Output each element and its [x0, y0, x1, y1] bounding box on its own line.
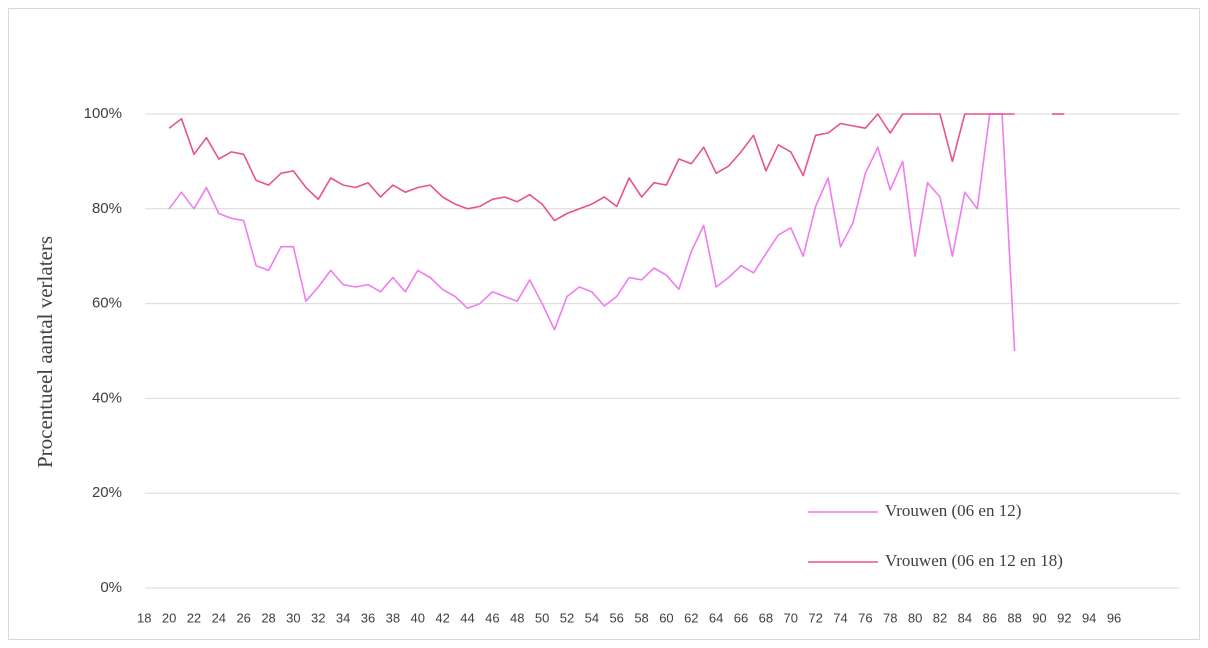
x-tick-label: 46 — [485, 610, 499, 625]
legend-label: Vrouwen (06 en 12) — [885, 501, 1021, 520]
x-tick-label: 32 — [311, 610, 325, 625]
x-tick-label: 86 — [982, 610, 996, 625]
x-tick-label: 92 — [1057, 610, 1071, 625]
x-tick-label: 66 — [734, 610, 748, 625]
x-tick-label: 54 — [585, 610, 599, 625]
x-tick-label: 68 — [759, 610, 773, 625]
x-tick-label: 94 — [1082, 610, 1096, 625]
x-tick-label: 42 — [435, 610, 449, 625]
x-tick-label: 58 — [634, 610, 648, 625]
x-tick-label: 48 — [510, 610, 524, 625]
x-tick-label: 70 — [784, 610, 798, 625]
y-tick-label: 20% — [92, 484, 122, 501]
y-axis-label: Procentueel aantal verlaters — [33, 236, 57, 468]
legend-label: Vrouwen (06 en 12 en 18) — [885, 551, 1063, 570]
x-tick-label: 78 — [883, 610, 897, 625]
y-tick-label: 60% — [92, 295, 122, 312]
y-tick-label: 0% — [100, 579, 122, 596]
x-tick-label: 90 — [1032, 610, 1046, 625]
x-tick-label: 28 — [261, 610, 275, 625]
x-tick-label: 64 — [709, 610, 723, 625]
series-line — [168, 113, 1016, 352]
x-tick-label: 74 — [833, 610, 847, 625]
x-tick-label: 56 — [609, 610, 623, 625]
x-tick-label: 20 — [162, 610, 176, 625]
y-tick-label: 80% — [92, 200, 122, 217]
x-tick-label: 76 — [858, 610, 872, 625]
chart-border — [8, 8, 1200, 640]
x-tick-label: 60 — [659, 610, 673, 625]
x-tick-label: 96 — [1107, 610, 1121, 625]
x-tick-label: 38 — [386, 610, 400, 625]
x-tick-label: 50 — [535, 610, 549, 625]
y-tick-label: 100% — [84, 105, 122, 122]
x-tick-label: 82 — [933, 610, 947, 625]
x-tick-label: 84 — [958, 610, 972, 625]
y-tick-label: 40% — [92, 389, 122, 406]
x-tick-label: 36 — [361, 610, 375, 625]
x-tick-label: 88 — [1007, 610, 1021, 625]
x-tick-label: 26 — [236, 610, 250, 625]
x-tick-label: 30 — [286, 610, 300, 625]
x-tick-label: 72 — [808, 610, 822, 625]
x-tick-label: 62 — [684, 610, 698, 625]
x-tick-label: 34 — [336, 610, 350, 625]
x-tick-label: 22 — [187, 610, 201, 625]
x-tick-label: 40 — [411, 610, 425, 625]
x-tick-label: 24 — [212, 610, 226, 625]
series-line — [168, 113, 1015, 222]
x-tick-label: 44 — [460, 610, 474, 625]
x-tick-label: 52 — [560, 610, 574, 625]
x-tick-label: 80 — [908, 610, 922, 625]
x-tick-label: 18 — [137, 610, 151, 625]
